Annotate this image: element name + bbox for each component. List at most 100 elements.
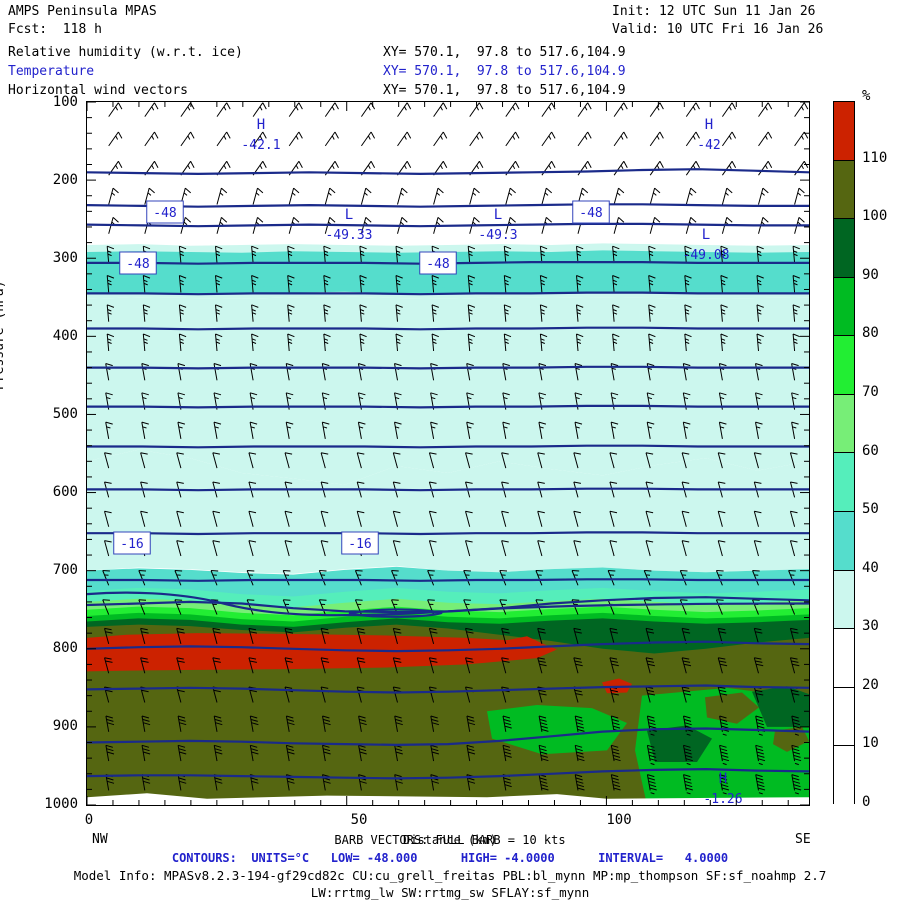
wind-barb [215, 304, 223, 322]
wind-barb [755, 421, 763, 439]
wind-barb [501, 510, 509, 527]
wind-barb [213, 744, 223, 762]
wind-barb [573, 510, 581, 527]
wind-barb [720, 245, 728, 264]
wind-barb [141, 744, 151, 762]
wind-barb [249, 744, 259, 762]
wind-barb [433, 102, 448, 117]
wind-barb [576, 333, 584, 352]
colorbar-band-0 [834, 746, 854, 805]
wind-barb [216, 131, 231, 147]
wind-barb [648, 275, 656, 293]
wind-barb [392, 627, 402, 645]
colorbar-band-40 [834, 512, 854, 571]
contour-label-text: -16 [348, 537, 371, 552]
wind-barb [431, 275, 439, 293]
wind-barb [323, 333, 331, 352]
humidity-colorbar[interactable] [833, 101, 855, 805]
wind-barb-layer [102, 102, 809, 795]
wind-barb [503, 245, 512, 264]
wind-barb [752, 570, 760, 586]
wind-barb [176, 540, 184, 557]
wind-barb [176, 452, 184, 469]
contour-label-box [572, 200, 610, 224]
wind-barb [248, 452, 257, 469]
cross-section-plot[interactable]: -48 -48 -48 -48 -16 -16 H -42.1 H -42 L -49.33 L -49… [86, 101, 810, 806]
wind-barb [252, 187, 264, 205]
wind-barb [465, 657, 474, 674]
temperature-contour [87, 291, 809, 296]
wind-barb [356, 452, 365, 469]
wind-barb [683, 744, 693, 766]
wind-barb [397, 131, 412, 147]
wind-barb [717, 452, 726, 469]
orientation-nw: NW [92, 832, 108, 847]
wind-barb [649, 161, 664, 176]
wind-barb [324, 102, 339, 117]
wind-barb [576, 245, 584, 264]
wind-barb [323, 245, 331, 264]
extrema-marker-L: L [494, 207, 502, 223]
wind-barb [684, 333, 692, 352]
wind-barb [174, 570, 183, 586]
temperature-contour [87, 326, 809, 331]
colorbar-tick-60: 60 [862, 442, 879, 459]
wind-barb [502, 421, 510, 439]
wind-barb [469, 187, 480, 205]
wind-barb [645, 540, 654, 557]
extrema-value: -1.26 [703, 792, 742, 805]
wind-barb [108, 102, 123, 117]
wind-barb [358, 774, 367, 791]
wind-barb [789, 657, 800, 674]
wind-barb [643, 570, 652, 586]
wind-barb [505, 102, 520, 117]
extrema-value: -49.33 [326, 228, 373, 243]
wind-barb [104, 540, 112, 557]
y-tick-800: 800 [52, 640, 78, 656]
wind-barb [144, 102, 159, 117]
wind-barb [679, 570, 688, 586]
colorbar-tick-30: 30 [862, 618, 879, 635]
wind-barb [252, 102, 267, 117]
wind-barb [756, 275, 764, 293]
extrema-marker-H: H [257, 117, 265, 133]
wind-barb [541, 131, 556, 147]
wind-barb [573, 452, 581, 469]
wind-barb [607, 570, 616, 586]
wind-barb [140, 510, 148, 527]
wind-barb [215, 275, 223, 293]
wind-barb [394, 774, 403, 791]
wind-barb [144, 187, 155, 205]
wind-barb [503, 333, 512, 352]
wind-barb [685, 131, 700, 147]
wind-barb [106, 333, 115, 352]
wind-barb [610, 774, 621, 791]
wind-barb [288, 102, 303, 117]
wind-barb [685, 102, 700, 117]
wind-barb [609, 540, 618, 557]
wind-barb [645, 657, 655, 674]
wind-barb [576, 275, 584, 293]
contour-label-box [146, 200, 184, 224]
wind-barb [138, 570, 147, 586]
y-tick-100: 100 [52, 94, 78, 110]
wind-barb [431, 304, 439, 322]
wind-barb [354, 570, 363, 586]
wind-barb [105, 744, 115, 762]
contour-label-text: -48 [153, 206, 176, 221]
wind-barb [753, 657, 764, 674]
wind-barb [141, 421, 149, 439]
plot-canvas: -48 -48 -48 -48 -16 -16 H -42.1 H -42 L -49.33 L -49… [87, 102, 809, 805]
wind-barb [249, 421, 258, 439]
contour-label-text: -48 [426, 257, 449, 272]
wind-barb [469, 102, 484, 117]
wind-barb [681, 657, 692, 674]
colorbar-band-80 [834, 277, 854, 337]
temperature-contour-closed [348, 608, 443, 618]
colorbar-band-110 [834, 102, 854, 161]
wind-barb [756, 245, 764, 264]
wind-barb [756, 304, 764, 322]
wind-barb [176, 657, 185, 674]
wind-barb [758, 102, 773, 117]
wind-barb [105, 421, 113, 439]
